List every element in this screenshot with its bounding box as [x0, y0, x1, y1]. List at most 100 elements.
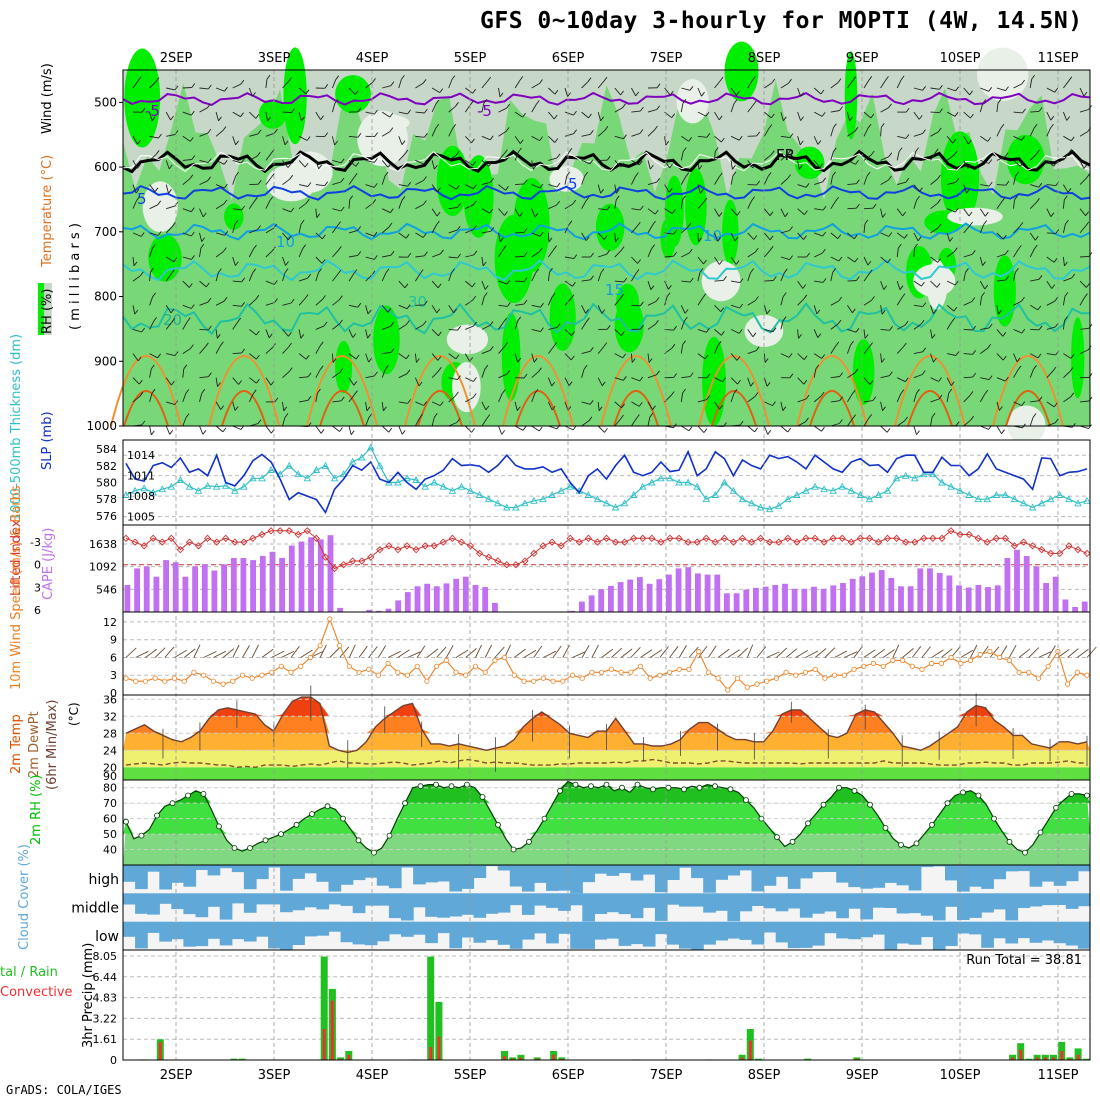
wind-barb-flag [1021, 296, 1025, 302]
thickness-point [122, 491, 130, 498]
wind-speed-point [967, 657, 974, 664]
wind-barb [963, 328, 973, 331]
wind-barb-flag [220, 405, 225, 410]
cloud-cell [618, 893, 632, 915]
wind-barb-flag [532, 165, 537, 170]
wind-barb [149, 81, 157, 89]
wind-barb [697, 256, 704, 265]
wind-barb [265, 425, 272, 434]
wind-barb-flag [501, 430, 506, 435]
wind-barb-flag [788, 353, 793, 358]
wind-barb-flag [266, 74, 271, 80]
wind-barb [315, 272, 319, 282]
wind-barb [315, 232, 323, 240]
wind-barb [764, 154, 772, 161]
cloud-cell [908, 921, 922, 945]
wind-barb-flag [207, 103, 211, 109]
wind-barb-flag [833, 123, 837, 128]
wind-barb-flag [374, 371, 378, 377]
wind-speed-point [327, 616, 333, 622]
wind-barb [531, 83, 540, 89]
wind-barb-flag [852, 76, 857, 81]
wind-barb-flag [917, 236, 922, 242]
cape-bar [830, 585, 837, 612]
wind-barb [282, 256, 286, 266]
wind-barb-10m [445, 645, 454, 658]
cloud-cell [268, 865, 281, 868]
wind-barb-flag [255, 294, 260, 300]
precip-total-bar [1082, 1058, 1090, 1060]
thickness-point [330, 474, 339, 482]
cloud-cell [679, 893, 692, 907]
wind-barb [465, 299, 473, 306]
wind-barb [415, 232, 424, 238]
cape-bar [878, 570, 885, 612]
wind-barb [232, 208, 242, 211]
rh-saturated-patch [501, 312, 521, 401]
wind-barb [581, 321, 587, 330]
wind-barb [531, 304, 541, 308]
wind-barb-flag [367, 309, 372, 315]
wind-barb-flag [800, 116, 804, 121]
wind-barb-flag [372, 199, 377, 204]
wind-barb [847, 328, 857, 333]
wind-barb [381, 131, 391, 137]
wind-barb-flag [622, 103, 626, 108]
cape-bar [1004, 558, 1011, 612]
cloud-cell [1077, 865, 1091, 872]
wind-barb-10m [261, 648, 274, 658]
lifted-index-point [503, 561, 511, 569]
wind-barb [398, 200, 403, 209]
wind-barb-flag [732, 171, 737, 177]
wind-barb [498, 232, 501, 242]
wind-barb [132, 395, 141, 403]
y-tick-label: 4.83 [93, 992, 118, 1005]
wind-barb-flag [235, 261, 239, 266]
wind-barb-flag [939, 108, 943, 113]
wind-speed-point [929, 660, 935, 667]
wind-barb [730, 353, 738, 361]
wind-barb-flag [304, 294, 309, 299]
rh-saturated-patch [549, 283, 576, 351]
wind-barb [880, 232, 889, 237]
wind-barb [332, 273, 339, 282]
wind-barb-flag [850, 340, 854, 346]
wind-barb-flag [439, 401, 444, 406]
wind-barb [199, 107, 208, 113]
wind-barb-flag [352, 333, 357, 338]
lifted-index-point [258, 530, 266, 539]
wind-barb [1013, 175, 1017, 185]
wind-barb-flag [139, 271, 144, 277]
wind-barb-flag [656, 105, 661, 110]
wind-barb-flag [620, 294, 624, 299]
wind-barb-flag [787, 150, 791, 155]
wind-barb [132, 377, 140, 385]
cloud-cell [171, 865, 184, 883]
wind-speed-point [259, 672, 265, 678]
cloud-cell [376, 921, 390, 942]
lifted-index-point [231, 538, 239, 546]
wind-barb-flag [931, 412, 936, 418]
wind-barb-10m [319, 644, 327, 658]
wind-barb-flag [721, 137, 725, 143]
thickness-point [521, 499, 529, 507]
wind-barb [780, 256, 790, 261]
wind-barb-flag [752, 332, 757, 338]
y-tick-label: 1008 [127, 490, 155, 503]
wind-barb [780, 208, 786, 218]
wind-barb-flag [451, 268, 455, 273]
wind-barb-flag [291, 108, 295, 113]
wind-barb-flag [656, 370, 660, 376]
wind-barb-flag [319, 365, 324, 371]
wind-barb [332, 181, 342, 186]
wind-barb [763, 208, 771, 216]
wind-barb-flag [434, 164, 438, 170]
cloud-cell [449, 865, 463, 892]
wind-barb [680, 344, 684, 354]
wind-barb [763, 249, 771, 258]
wind-barb [581, 232, 587, 241]
wind-barb-flag [422, 233, 427, 238]
cloud-cell [618, 921, 632, 946]
wind-barb [448, 422, 458, 427]
cape-bar [143, 566, 150, 612]
